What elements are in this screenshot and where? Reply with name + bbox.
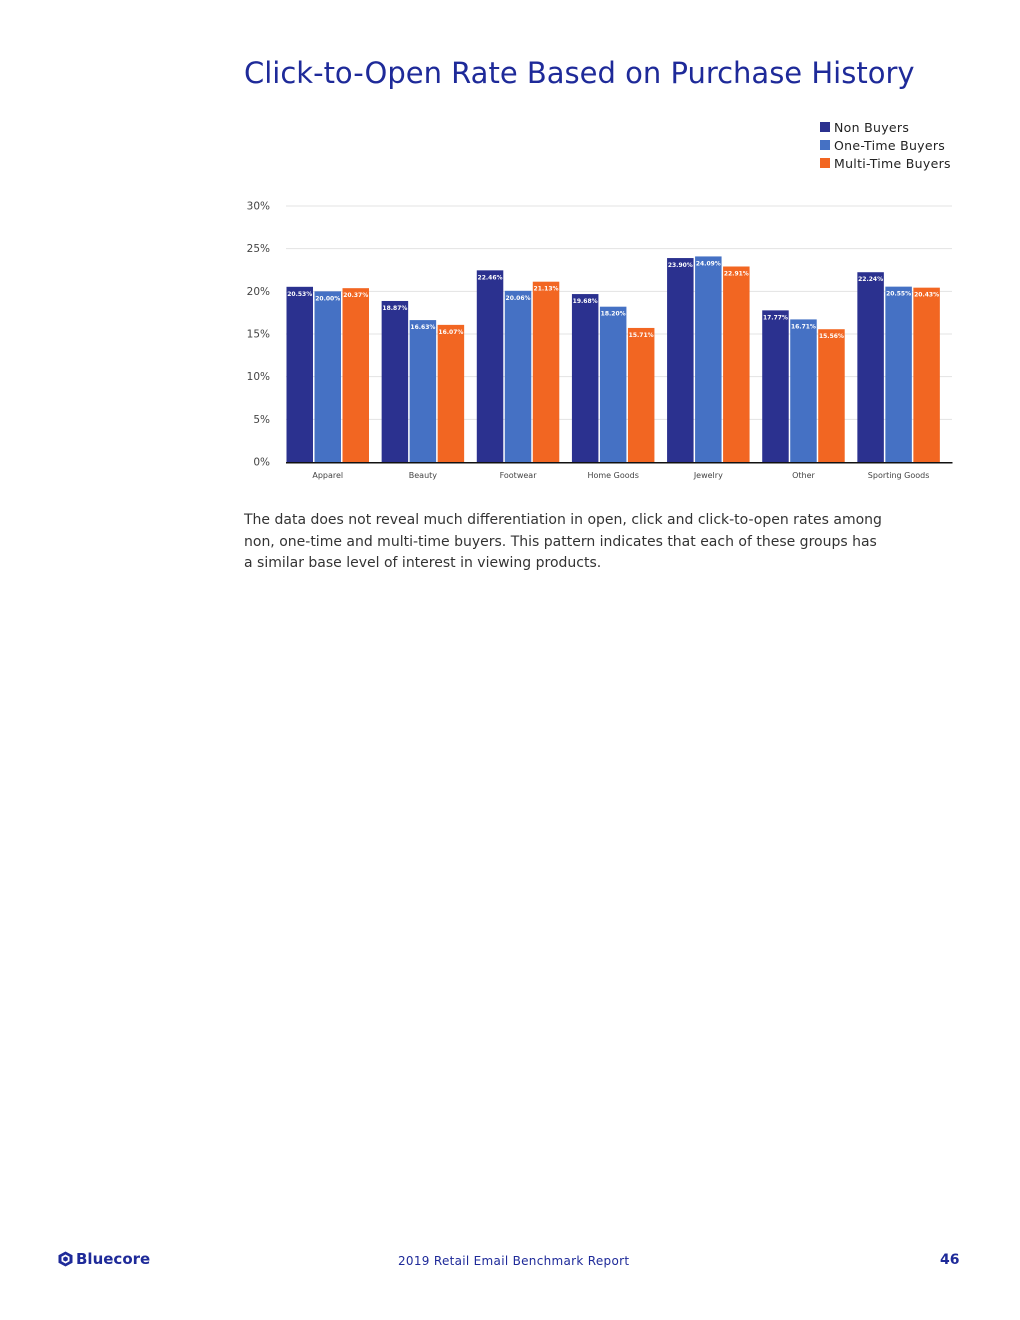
bar (476, 270, 504, 462)
bar-data-label: 20.37% (343, 292, 368, 299)
x-tick-label: Jewelry (693, 471, 723, 480)
y-tick-label: 20% (247, 286, 270, 298)
bar-data-label: 20.06% (506, 295, 531, 302)
bar (857, 272, 884, 462)
x-tick-label: Sporting Goods (868, 471, 930, 480)
bar-data-label: 17.77% (763, 314, 788, 321)
bar (790, 319, 817, 462)
y-tick-label: 5% (253, 414, 270, 426)
footer-report-title: 2019 Retail Email Benchmark Report (398, 1254, 630, 1268)
bar (667, 258, 694, 462)
bar-data-label: 20.53% (287, 291, 312, 298)
bar-chart: 0% 5% 10% 15% 20% 25% 30% 20.53%20.00% 20.37% App… (247, 201, 953, 480)
bar (504, 290, 532, 462)
bar (627, 327, 655, 462)
bar-data-label: 15.56% (819, 333, 844, 340)
bar (818, 329, 845, 462)
legend-swatch (820, 122, 830, 132)
bar-data-label: 22.46% (478, 274, 503, 281)
page-title: Click-to-Open Rate Based on Purchase His… (244, 56, 915, 90)
chart-description: The data does not reveal much differenti… (244, 512, 882, 571)
x-tick-label: Home Goods (587, 471, 638, 480)
bar-data-label: 23.90% (668, 262, 693, 269)
bar-data-label: 15.71% (629, 332, 654, 339)
legend-swatch (820, 140, 830, 150)
x-tick-label: Other (792, 471, 815, 480)
bar-data-label: 18.87% (382, 305, 407, 312)
legend-swatch (820, 158, 830, 168)
bar-data-label: 18.20% (601, 311, 626, 318)
x-tick-label: Beauty (409, 471, 438, 480)
y-tick-label: 15% (247, 329, 270, 341)
legend-item: One-Time Buyers (820, 136, 951, 154)
bar (913, 287, 940, 462)
bluecore-logo-icon (58, 1251, 73, 1267)
bar-data-label: 16.71% (791, 323, 816, 330)
bar (695, 256, 722, 462)
bar-data-label: 22.91% (724, 271, 749, 278)
bar-data-label: 16.07% (438, 329, 463, 336)
legend-item: Multi-Time Buyers (820, 154, 951, 172)
bar-data-label: 19.68% (573, 298, 598, 305)
bar-data-label: 20.00% (315, 295, 340, 302)
bar (571, 294, 599, 462)
bar (409, 320, 437, 462)
bar-data-label: 16.63% (410, 324, 435, 331)
page-number: 46 (940, 1252, 960, 1268)
bar (723, 266, 750, 462)
bar-data-label: 24.09% (696, 260, 721, 267)
footer-brand-name: Bluecore (76, 1250, 151, 1268)
y-tick-label: 30% (247, 201, 270, 213)
bar-data-label: 21.13% (534, 286, 559, 293)
y-tick-label: 25% (247, 243, 270, 255)
bar (885, 286, 912, 462)
legend-label: Non Buyers (834, 119, 910, 135)
legend-label: One-Time Buyers (834, 137, 946, 153)
bar (381, 300, 409, 462)
legend-label: Multi-Time Buyers (834, 155, 951, 171)
legend-item: Non Buyers (820, 118, 951, 136)
bar (342, 288, 369, 462)
footer-brand: Bluecore (58, 1250, 150, 1268)
bar (599, 306, 627, 462)
bar (762, 310, 789, 462)
y-tick-label: 10% (247, 371, 270, 383)
y-tick-label: 0% (253, 457, 270, 469)
chart-legend: Non Buyers One-Time Buyers Multi-Time Buye… (820, 118, 951, 172)
bar-data-label: 20.55% (886, 291, 911, 298)
bar (532, 281, 560, 462)
x-tick-label: Footwear (500, 471, 538, 480)
bar (286, 286, 313, 462)
x-tick-label: Apparel (312, 471, 343, 480)
bar (437, 324, 465, 462)
bar (314, 291, 341, 462)
bar-data-label: 22.24% (858, 276, 883, 283)
bar-data-label: 20.43% (914, 292, 939, 299)
